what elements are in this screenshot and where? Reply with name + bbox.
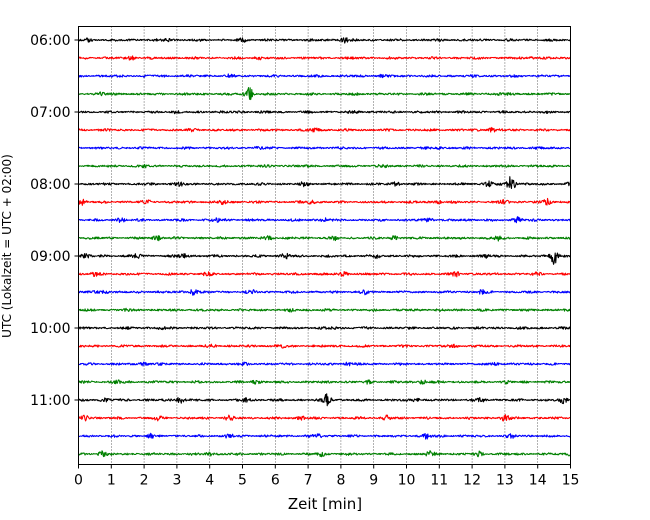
trace-group xyxy=(77,37,572,458)
trace-0815 xyxy=(77,197,571,206)
x-tick-label: 0 xyxy=(74,473,83,489)
y-tick-label: 07:00 xyxy=(30,105,70,121)
x-tick-label: 7 xyxy=(304,473,313,489)
x-tick-label: 1 xyxy=(107,473,116,489)
trace-1030 xyxy=(78,361,572,367)
x-tick-label: 14 xyxy=(529,473,547,489)
trace-0915 xyxy=(78,270,571,278)
trace-0715 xyxy=(78,126,571,133)
x-tick-label: 15 xyxy=(562,473,580,489)
trace-1045 xyxy=(78,379,571,385)
trace-1145 xyxy=(78,450,571,458)
x-tick-label: 4 xyxy=(205,473,214,489)
trace-0745 xyxy=(78,163,571,169)
x-tick-label: 10 xyxy=(398,473,416,489)
x-tick-label: 8 xyxy=(336,473,345,489)
trace-0830 xyxy=(78,216,572,224)
y-axis-label: UTC (Lokalzeit = UTC + 02:00) xyxy=(0,154,14,338)
y-tick-label: 09:00 xyxy=(30,249,70,265)
x-tick-label: 12 xyxy=(463,473,481,489)
plot-frame xyxy=(78,26,571,465)
trace-0630 xyxy=(77,73,571,79)
x-tick-label: 2 xyxy=(140,473,149,489)
y-tick-label: 08:00 xyxy=(30,177,70,193)
x-tick-label: 13 xyxy=(496,473,514,489)
y-tick-label: 10:00 xyxy=(30,321,70,337)
x-tick-label: 9 xyxy=(369,473,378,489)
trace-0700 xyxy=(78,110,571,115)
trace-0945 xyxy=(78,307,571,313)
y-tick-label: 11:00 xyxy=(30,393,70,409)
trace-0845 xyxy=(78,235,571,242)
trace-0645 xyxy=(77,87,571,101)
x-tick-label: 5 xyxy=(238,473,247,489)
trace-1015 xyxy=(78,343,571,349)
trace-1115 xyxy=(78,414,571,422)
trace-1130 xyxy=(78,432,571,440)
x-axis-label: Zeit [min] xyxy=(288,495,362,513)
trace-0730 xyxy=(78,145,571,150)
x-tick-label: 11 xyxy=(430,473,448,489)
trace-0600 xyxy=(78,37,571,44)
trace-0930 xyxy=(78,289,571,296)
trace-1000 xyxy=(77,326,571,331)
x-tick-label: 6 xyxy=(271,473,280,489)
trace-0800 xyxy=(78,176,572,189)
x-axis-ticks: 0 1 2 3 4 5 6 7 8 9 10 11 12 13 14 15 xyxy=(74,464,580,489)
trace-1100 xyxy=(78,393,571,407)
x-tick-label: 3 xyxy=(172,473,181,489)
vertical-grid xyxy=(111,26,539,465)
trace-0900 xyxy=(78,252,571,265)
trace-0615 xyxy=(78,55,571,61)
y-tick-label: 06:00 xyxy=(30,33,70,49)
y-axis-ticks: 06:00 07:00 08:00 09:00 10:00 11:00 xyxy=(30,33,79,409)
